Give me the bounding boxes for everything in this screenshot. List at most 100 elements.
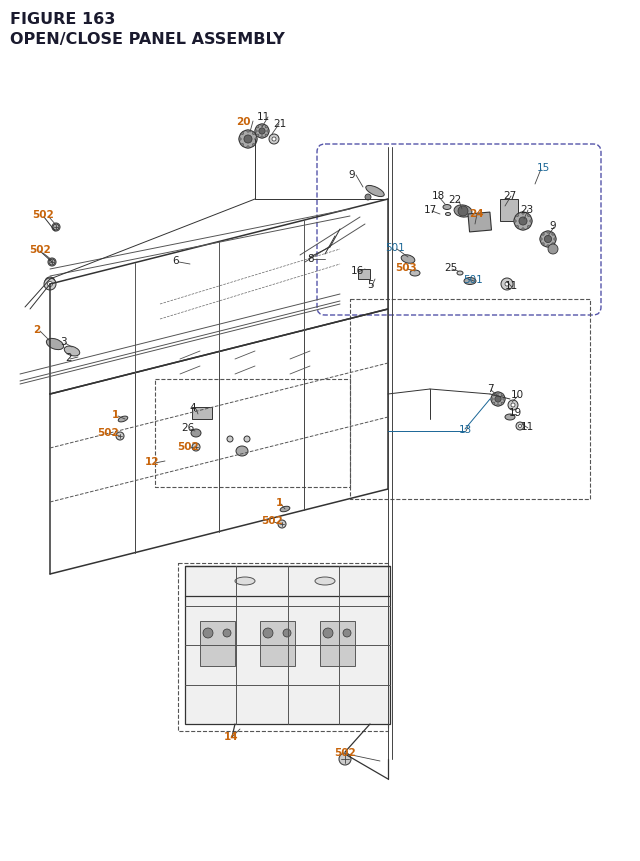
Text: 502: 502 — [177, 442, 199, 451]
Circle shape — [265, 127, 268, 129]
Circle shape — [514, 213, 532, 231]
Circle shape — [516, 215, 518, 217]
Circle shape — [49, 260, 55, 266]
Text: 9: 9 — [349, 170, 355, 180]
Ellipse shape — [505, 414, 515, 420]
Circle shape — [272, 138, 276, 142]
Text: 9: 9 — [550, 220, 556, 231]
Circle shape — [497, 405, 499, 406]
Circle shape — [247, 146, 249, 149]
Circle shape — [259, 128, 265, 135]
Circle shape — [227, 437, 233, 443]
Text: 6: 6 — [173, 256, 179, 266]
Circle shape — [491, 399, 493, 400]
Circle shape — [203, 629, 213, 638]
Circle shape — [514, 220, 516, 223]
Circle shape — [255, 125, 269, 139]
Text: 501: 501 — [385, 243, 405, 253]
Bar — [185, 567, 390, 724]
Circle shape — [261, 137, 263, 139]
Circle shape — [527, 215, 530, 217]
Circle shape — [257, 127, 259, 129]
Text: 7: 7 — [486, 383, 493, 393]
Circle shape — [519, 218, 527, 226]
Bar — [200, 622, 235, 666]
Ellipse shape — [191, 430, 201, 437]
Ellipse shape — [457, 272, 463, 276]
Text: 502: 502 — [334, 747, 356, 757]
Circle shape — [45, 278, 55, 288]
Ellipse shape — [410, 270, 420, 276]
Text: 503: 503 — [395, 263, 417, 273]
Circle shape — [508, 400, 518, 411]
Circle shape — [241, 145, 244, 146]
Circle shape — [547, 232, 549, 234]
Text: 17: 17 — [424, 205, 436, 214]
Text: OPEN/CLOSE PANEL ASSEMBLY: OPEN/CLOSE PANEL ASSEMBLY — [10, 32, 285, 47]
Text: 501: 501 — [463, 275, 483, 285]
Circle shape — [269, 135, 279, 145]
Circle shape — [493, 403, 495, 405]
Text: 2: 2 — [66, 353, 72, 362]
Circle shape — [247, 131, 249, 133]
Text: 23: 23 — [520, 205, 534, 214]
Circle shape — [503, 399, 505, 400]
Bar — [192, 407, 212, 419]
Text: 502: 502 — [29, 245, 51, 255]
Ellipse shape — [454, 206, 472, 218]
Ellipse shape — [236, 447, 248, 456]
Ellipse shape — [445, 214, 451, 216]
Circle shape — [263, 629, 273, 638]
Circle shape — [252, 133, 255, 135]
Circle shape — [244, 437, 250, 443]
Text: 26: 26 — [181, 423, 195, 432]
Text: 21: 21 — [273, 119, 287, 129]
Ellipse shape — [280, 506, 290, 512]
Circle shape — [278, 520, 286, 529]
Circle shape — [192, 443, 200, 451]
Circle shape — [47, 282, 52, 288]
Circle shape — [542, 233, 544, 236]
Ellipse shape — [118, 417, 128, 423]
Circle shape — [554, 238, 556, 241]
Ellipse shape — [366, 186, 384, 197]
Text: 8: 8 — [308, 254, 314, 263]
Ellipse shape — [64, 347, 80, 356]
Circle shape — [244, 136, 252, 144]
Text: 16: 16 — [350, 266, 364, 276]
Circle shape — [365, 195, 371, 201]
Circle shape — [261, 125, 263, 127]
Circle shape — [53, 225, 59, 231]
Circle shape — [255, 139, 257, 141]
Text: 502: 502 — [261, 516, 283, 525]
Circle shape — [491, 393, 505, 406]
Circle shape — [516, 423, 524, 430]
Text: 15: 15 — [536, 163, 550, 173]
Circle shape — [48, 258, 56, 267]
Ellipse shape — [443, 205, 451, 210]
Circle shape — [552, 244, 554, 246]
Text: 24: 24 — [468, 208, 483, 219]
Circle shape — [323, 629, 333, 638]
Text: 4: 4 — [189, 403, 196, 412]
Circle shape — [542, 244, 544, 246]
Text: 27: 27 — [504, 191, 516, 201]
Circle shape — [552, 233, 554, 236]
Text: 19: 19 — [508, 407, 522, 418]
Circle shape — [547, 245, 549, 248]
Circle shape — [497, 393, 499, 394]
Text: 25: 25 — [444, 263, 458, 273]
Circle shape — [52, 224, 60, 232]
Circle shape — [518, 425, 522, 428]
Circle shape — [339, 753, 351, 765]
Text: 502: 502 — [32, 210, 54, 220]
Text: 10: 10 — [511, 389, 524, 400]
Circle shape — [540, 232, 556, 248]
Bar — [260, 622, 295, 666]
Ellipse shape — [235, 578, 255, 585]
Text: 11: 11 — [520, 422, 534, 431]
Circle shape — [495, 396, 501, 403]
Text: 14: 14 — [224, 731, 238, 741]
Circle shape — [548, 245, 558, 255]
Bar — [320, 622, 355, 666]
